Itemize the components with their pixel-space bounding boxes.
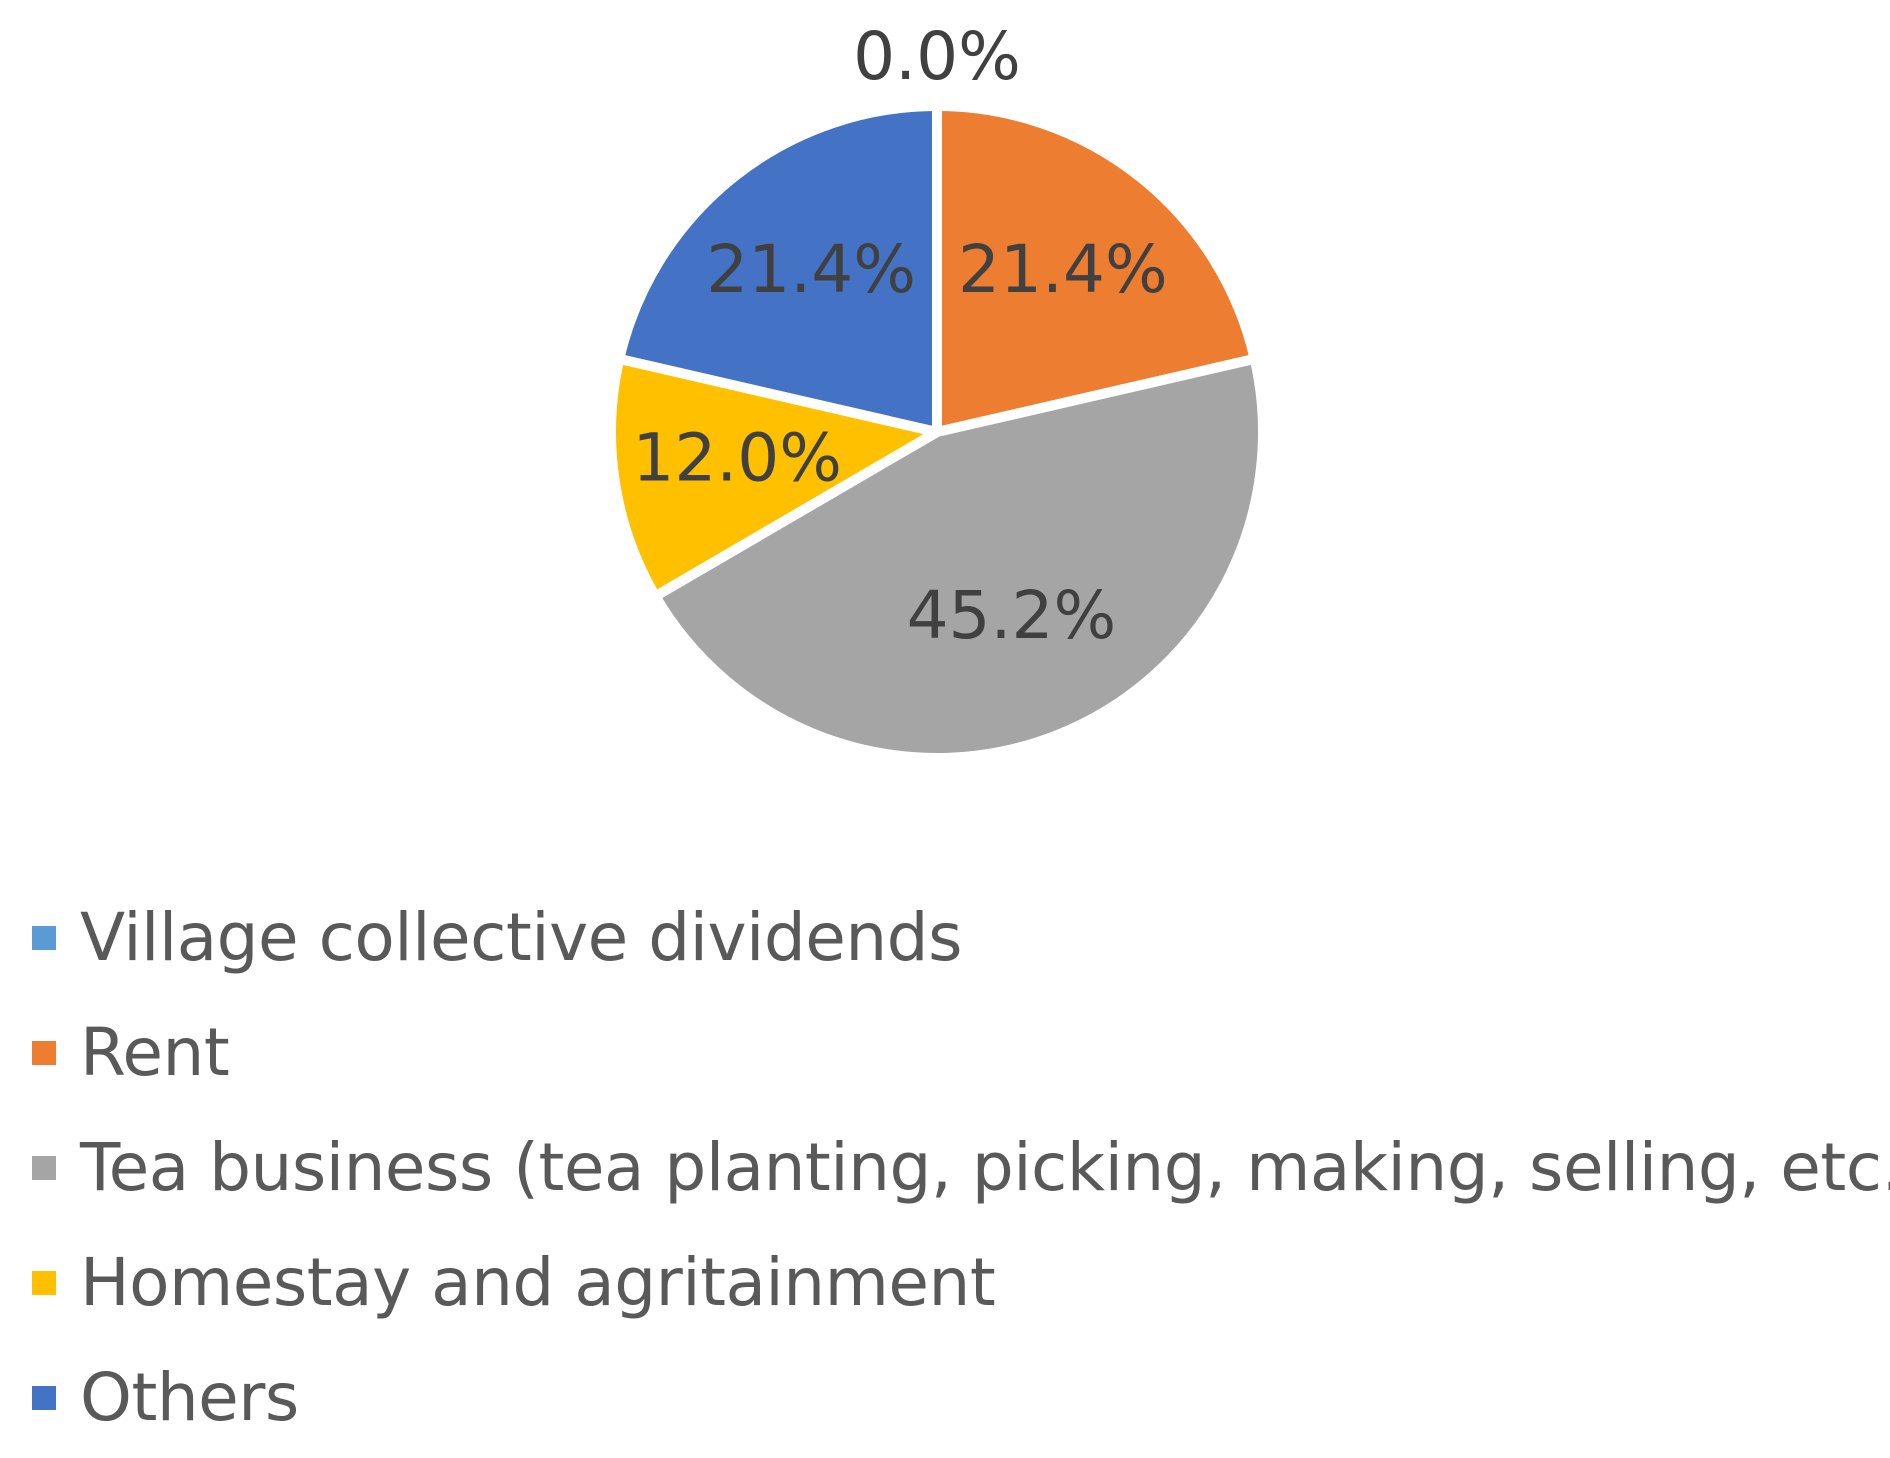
data-label-others: 21.4% — [706, 231, 916, 308]
legend-label: Others — [80, 1359, 299, 1436]
legend-item-others[interactable]: Others — [32, 1340, 1872, 1455]
legend-label: Tea business (tea planting, picking, mak… — [80, 1129, 1890, 1206]
legend-swatch-icon — [32, 1385, 56, 1410]
legend-item-homestay-and-agritainment[interactable]: Homestay and agritainment — [32, 1225, 1872, 1340]
legend-label: Homestay and agritainment — [80, 1244, 996, 1321]
legend-swatch-icon — [32, 1270, 56, 1295]
pie-data-labels: 0.0% 21.4% 45.2% 12.0% 21.4% — [632, 18, 1167, 654]
data-label-tea-business-tea-planting-picking-making-selling-etc: 45.2% — [907, 577, 1117, 654]
legend-swatch-icon — [32, 925, 56, 950]
legend-swatch-icon — [32, 1155, 56, 1180]
legend-label: Village collective dividends — [80, 899, 962, 976]
data-label-rent: 21.4% — [958, 231, 1168, 308]
legend-item-rent[interactable]: Rent — [32, 995, 1872, 1110]
pie-slices — [606, 101, 1269, 763]
chart-legend: Village collective dividends Rent Tea bu… — [32, 880, 1890, 1455]
data-label-village-collective-dividends: 0.0% — [853, 18, 1021, 95]
legend-item-village-collective-dividends[interactable]: Village collective dividends — [32, 880, 1872, 995]
legend-swatch-icon — [32, 1040, 56, 1065]
pie-slice-rent[interactable] — [932, 101, 1260, 437]
pie-slice-tea-business-tea-planting-picking-making-selling-etc[interactable] — [650, 353, 1269, 763]
pie-chart: 0.0% 21.4% 45.2% 12.0% 21.4% — [606, 18, 1269, 763]
pie-slice-others[interactable] — [614, 101, 942, 437]
data-label-homestay-and-agritainment: 12.0% — [632, 419, 842, 496]
legend-label: Rent — [80, 1014, 230, 1091]
legend-item-tea-business[interactable]: Tea business (tea planting, picking, mak… — [32, 1110, 1890, 1225]
